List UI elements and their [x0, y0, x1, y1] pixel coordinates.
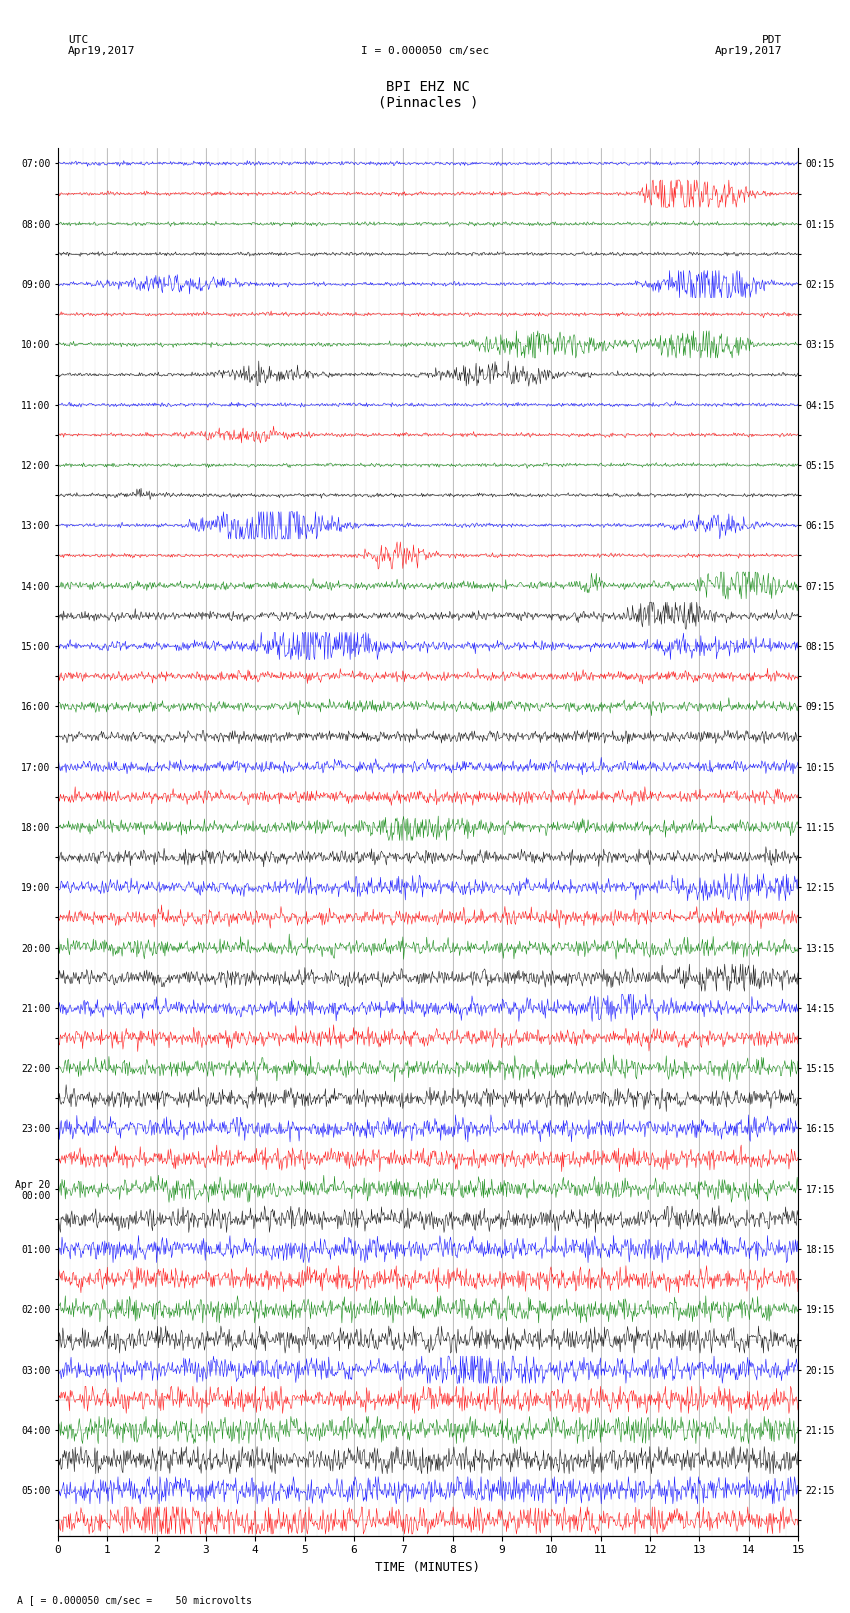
Text: UTC: UTC — [68, 35, 88, 45]
Text: A [ = 0.000050 cm/sec =    50 microvolts: A [ = 0.000050 cm/sec = 50 microvolts — [17, 1595, 252, 1605]
Title: BPI EHZ NC
(Pinnacles ): BPI EHZ NC (Pinnacles ) — [377, 79, 479, 110]
X-axis label: TIME (MINUTES): TIME (MINUTES) — [376, 1561, 480, 1574]
Text: PDT: PDT — [762, 35, 782, 45]
Text: Apr19,2017: Apr19,2017 — [715, 47, 782, 56]
Text: Apr19,2017: Apr19,2017 — [68, 47, 135, 56]
Text: I = 0.000050 cm/sec: I = 0.000050 cm/sec — [361, 47, 489, 56]
